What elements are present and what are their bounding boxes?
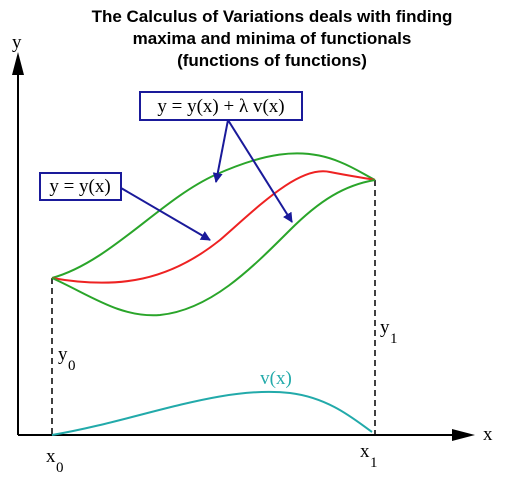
title-line: (functions of functions) [177, 51, 367, 70]
y-axis-label: y [12, 32, 22, 53]
pointer-arrow [212, 119, 229, 183]
y-arrow [12, 52, 24, 75]
endpoint-label: x [46, 446, 56, 467]
extremal-curve [51, 170, 376, 284]
title-line: The Calculus of Variations deals with fi… [92, 7, 453, 26]
box-label: y = y(x) + λ v(x) [157, 96, 284, 117]
endpoint-label: x [360, 441, 370, 462]
endpoint-label: y [58, 344, 68, 365]
endpoint-subscript: 0 [56, 460, 64, 476]
box-label: y = y(x) [49, 176, 110, 197]
label-box [139, 91, 303, 121]
pointer-arrow [120, 187, 211, 241]
variation-curve [51, 390, 373, 436]
endpoint-subscript: 0 [68, 358, 76, 374]
endpoint-subscript: 1 [370, 455, 378, 471]
lower-curve [51, 179, 376, 317]
endpoint-label: y [380, 317, 390, 338]
title-line: maxima and minima of functionals [133, 29, 412, 48]
pointer-arrow [227, 119, 293, 223]
curve-label: v(x) [260, 368, 292, 389]
x-arrow [452, 429, 475, 441]
label-box [39, 172, 122, 201]
endpoint-subscript: 1 [390, 331, 398, 347]
x-axis-label: x [483, 424, 493, 445]
upper-curve [51, 152, 376, 279]
